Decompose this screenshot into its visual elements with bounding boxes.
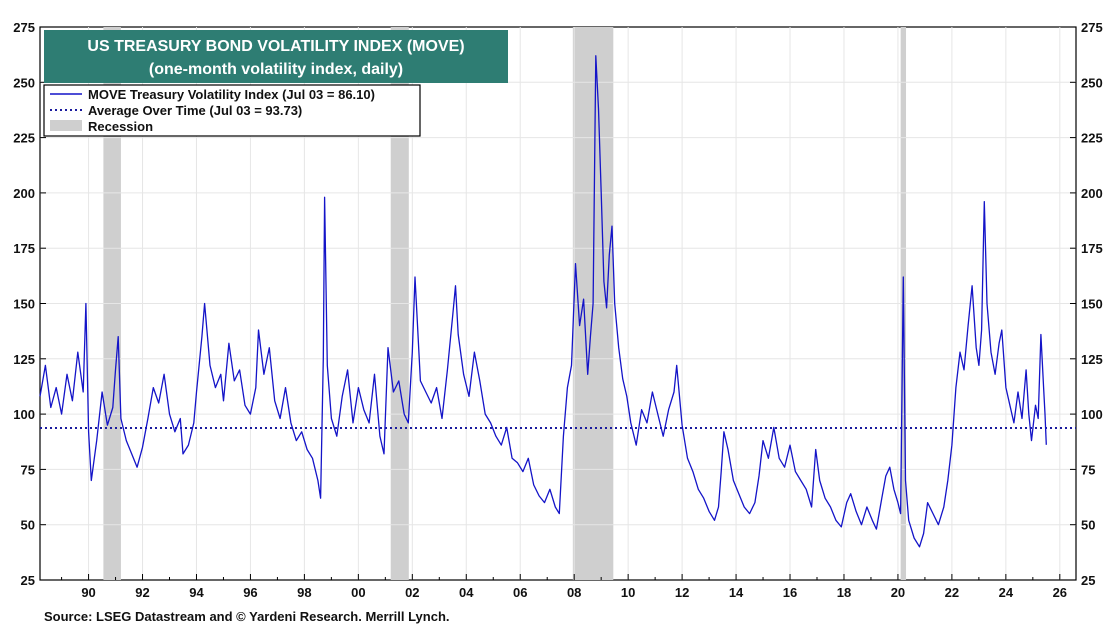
y-tick-label-left-50: 50 — [21, 518, 35, 533]
x-tick-label-1998: 98 — [297, 585, 311, 600]
y-tick-label-left-200: 200 — [13, 186, 35, 201]
legend-label-recession: Recession — [88, 119, 153, 134]
y-tick-label-right-50: 50 — [1081, 518, 1095, 533]
y-tick-label-right-100: 100 — [1081, 407, 1103, 422]
y-tick-label-left-250: 250 — [13, 75, 35, 90]
x-tick-label-2024: 24 — [999, 585, 1014, 600]
y-tick-label-right-225: 225 — [1081, 131, 1103, 146]
title-box: US TREASURY BOND VOLATILITY INDEX (MOVE)… — [44, 30, 508, 83]
chart-title: US TREASURY BOND VOLATILITY INDEX (MOVE) — [87, 38, 464, 55]
chart-subtitle: (one-month volatility index, daily) — [149, 61, 403, 78]
x-tick-label-2018: 18 — [837, 585, 851, 600]
y-tick-label-right-250: 250 — [1081, 75, 1103, 90]
x-tick-label-2014: 14 — [729, 585, 744, 600]
move-index-line — [39, 55, 1047, 548]
x-tick-label-2022: 22 — [945, 585, 959, 600]
x-tick-label-2016: 16 — [783, 585, 797, 600]
x-tick-label-2010: 10 — [621, 585, 635, 600]
x-tick-label-2002: 02 — [405, 585, 419, 600]
x-tick-label-2008: 08 — [567, 585, 581, 600]
y-tick-label-left-275: 275 — [13, 20, 35, 35]
y-tick-label-right-150: 150 — [1081, 297, 1103, 312]
x-tick-label-1994: 94 — [189, 585, 204, 600]
y-tick-label-left-175: 175 — [13, 241, 35, 256]
legend: MOVE Treasury Volatility Index (Jul 03 =… — [43, 84, 421, 137]
title-background — [44, 30, 508, 83]
gridlines — [40, 27, 1076, 580]
x-tick-label-2006: 06 — [513, 585, 527, 600]
x-tick-label-1990: 90 — [81, 585, 95, 600]
x-tick-label-2004: 04 — [459, 585, 474, 600]
y-tick-label-left-100: 100 — [13, 407, 35, 422]
x-tick-label-2012: 12 — [675, 585, 689, 600]
legend-box — [43, 84, 421, 137]
y-tick-label-right-75: 75 — [1081, 462, 1095, 477]
y-tick-label-left-225: 225 — [13, 131, 35, 146]
y-tick-label-left-25: 25 — [21, 573, 35, 588]
y-tick-label-right-200: 200 — [1081, 186, 1103, 201]
legend-label-move: MOVE Treasury Volatility Index (Jul 03 =… — [88, 87, 375, 102]
y-tick-label-right-125: 125 — [1081, 352, 1103, 367]
legend-swatch-recession — [50, 120, 82, 131]
y-tick-label-right-275: 275 — [1081, 20, 1103, 35]
source-note: Source: LSEG Datastream and © Yardeni Re… — [44, 609, 450, 624]
y-tick-label-left-75: 75 — [21, 462, 35, 477]
x-tick-label-1996: 96 — [243, 585, 257, 600]
x-tick-label-2000: 00 — [351, 585, 365, 600]
series-layer — [39, 55, 1047, 548]
y-tick-label-right-175: 175 — [1081, 241, 1103, 256]
x-tick-label-1992: 92 — [135, 585, 149, 600]
x-tick-label-2026: 26 — [1053, 585, 1067, 600]
legend-label-average: Average Over Time (Jul 03 = 93.73) — [88, 103, 302, 118]
y-tick-label-left-150: 150 — [13, 297, 35, 312]
y-tick-label-right-25: 25 — [1081, 573, 1095, 588]
x-tick-label-2020: 20 — [891, 585, 905, 600]
y-tick-label-left-125: 125 — [13, 352, 35, 367]
